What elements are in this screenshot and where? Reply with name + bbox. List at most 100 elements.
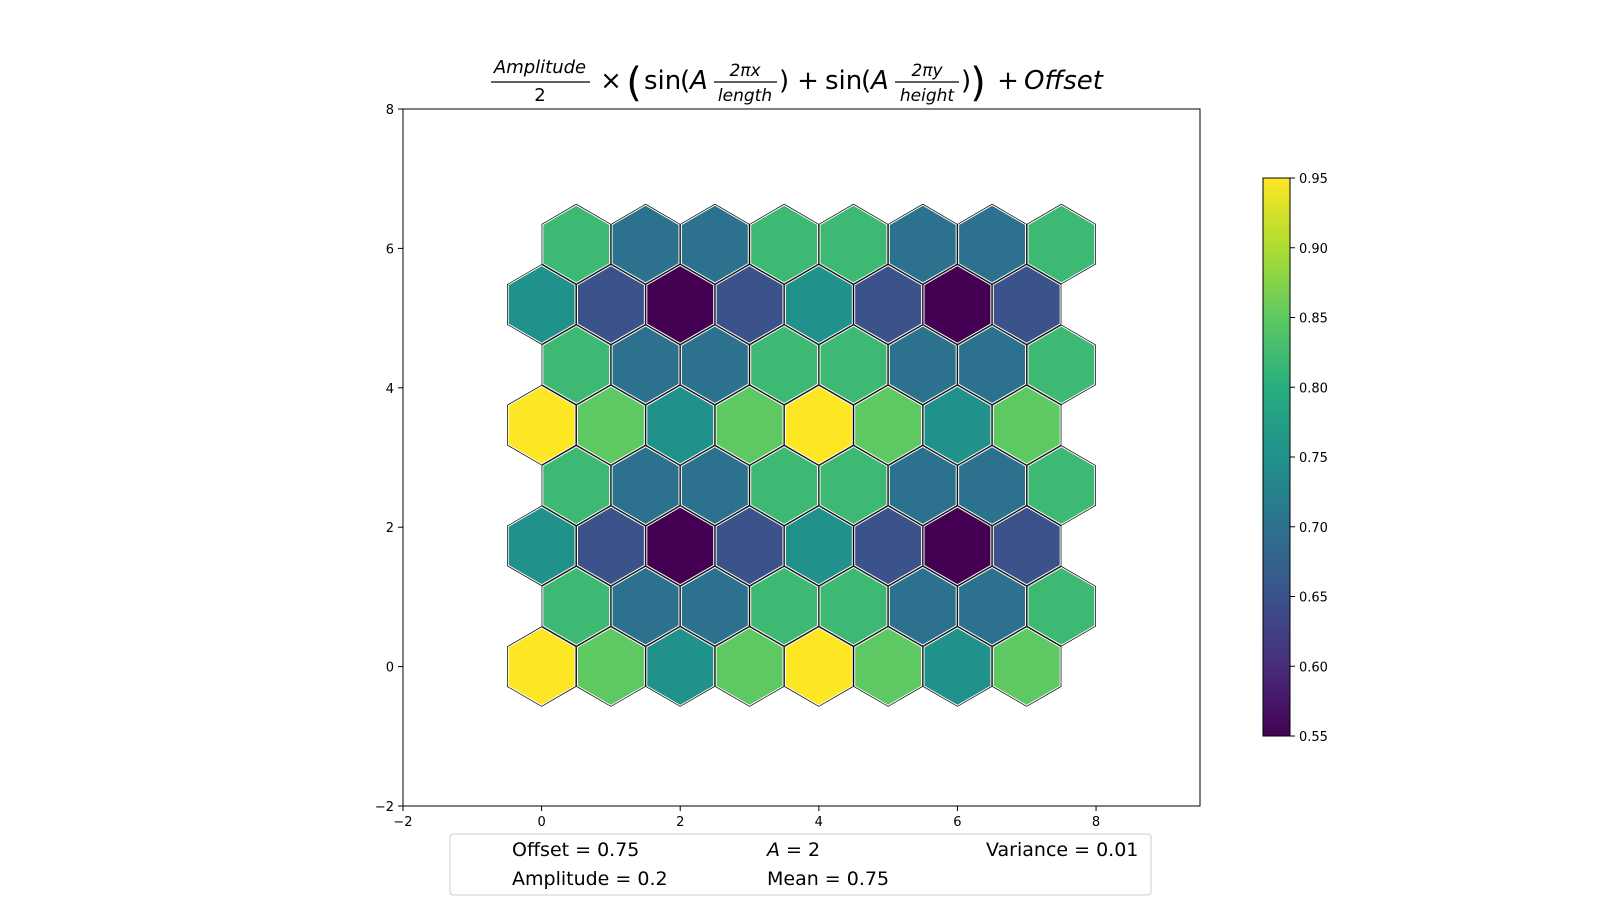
hex-cell <box>819 446 888 525</box>
title-paren-1: ( <box>680 66 690 96</box>
offset-label: Offset = 0.75 <box>512 839 639 861</box>
hex-cell <box>646 385 715 465</box>
hex-cell <box>784 385 853 465</box>
hex-cell <box>611 446 680 525</box>
y-tick-label: 6 <box>386 242 394 257</box>
hex-cell <box>819 566 888 646</box>
colorbar-tick-label: 0.80 <box>1299 381 1328 396</box>
hex-cell <box>507 385 576 465</box>
hex-cell <box>854 385 923 465</box>
title-lparen-outer: ( <box>626 60 642 106</box>
hex-cell <box>784 265 853 344</box>
colorbar-ticks: 0.55 0.60 0.65 0.70 0.75 0.80 0.85 0.90 0.95 <box>1290 172 1328 745</box>
colorbar-tick-label: 0.85 <box>1299 312 1328 327</box>
amplitude-label: Amplitude = 0.2 <box>512 868 668 890</box>
hex-cell <box>680 325 749 405</box>
x-axis-ticks: −2 0 2 4 6 8 <box>393 806 1100 830</box>
colorbar-tick-label: 0.55 <box>1299 730 1328 745</box>
colorbar-tick-label: 0.90 <box>1299 242 1328 257</box>
hex-cell <box>1027 204 1096 284</box>
title-length: length <box>718 86 772 106</box>
hex-cell <box>1027 325 1096 405</box>
hex-cell <box>680 446 749 525</box>
hex-cell <box>577 265 645 344</box>
title-amplitude: Amplitude <box>493 57 586 78</box>
hex-cell <box>750 566 819 646</box>
hex-cell <box>854 265 923 344</box>
y-tick-label: 8 <box>386 103 394 118</box>
x-tick-label: 4 <box>815 815 823 830</box>
title-rparen-outer: ) <box>970 60 986 106</box>
hex-cell <box>992 265 1061 344</box>
hex-cell <box>992 627 1061 706</box>
colorbar <box>1262 177 1291 737</box>
title-2piy: 2πy <box>911 61 943 81</box>
y-axis-ticks: −2 0 2 4 6 8 <box>375 103 403 815</box>
hex-cell <box>923 265 992 344</box>
hex-cell <box>1027 566 1096 646</box>
colorbar-tick-label: 0.65 <box>1299 591 1328 606</box>
title-plus-2: + <box>997 66 1019 96</box>
chart-title: Amplitude 2 × ( sin ( A 2πx length ) + s… <box>491 57 1104 106</box>
hex-cell <box>854 627 923 706</box>
hex-cell <box>958 446 1026 525</box>
hex-cell <box>507 627 576 706</box>
y-tick-label: 0 <box>386 661 394 676</box>
x-tick-label: 0 <box>537 815 545 830</box>
hex-cell <box>992 506 1061 586</box>
title-rparen-2: ) <box>961 66 971 96</box>
plot-frame <box>402 108 1201 807</box>
hex-cell <box>923 506 992 586</box>
info-legend-frame <box>449 833 1152 896</box>
hex-cell <box>577 627 645 706</box>
hex-cell <box>507 506 576 586</box>
hex-cell <box>715 265 784 344</box>
a-value: = 2 <box>780 839 820 861</box>
hex-cell <box>958 204 1026 284</box>
title-height: height <box>900 86 956 106</box>
a-symbol: A <box>765 839 780 861</box>
title-paren-2: ( <box>861 66 871 96</box>
hex-cell <box>611 325 680 405</box>
hex-cell <box>680 566 749 646</box>
hex-cell <box>819 204 888 284</box>
title-sin-2: sin <box>825 66 862 96</box>
y-tick-label: −2 <box>375 800 394 815</box>
hex-cell <box>819 325 888 405</box>
hex-cell <box>611 566 680 646</box>
hex-cell <box>923 385 992 465</box>
title-two: 2 <box>534 85 545 106</box>
hex-cell <box>784 627 853 706</box>
title-a-1: A <box>688 66 708 96</box>
hex-cell <box>715 385 784 465</box>
title-offset: Offset <box>1024 66 1104 96</box>
hex-cell <box>542 204 611 284</box>
hex-cell <box>1027 446 1096 525</box>
hex-cell <box>507 265 576 344</box>
hex-cell <box>542 566 611 646</box>
hex-cell <box>854 506 923 586</box>
hex-cell <box>750 325 819 405</box>
hex-cell <box>888 204 957 284</box>
title-rparen-1: ) <box>779 66 789 96</box>
hex-cell <box>646 265 715 344</box>
hex-cell <box>715 627 784 706</box>
hex-cell <box>750 446 819 525</box>
hex-cell <box>992 385 1061 465</box>
title-sin-1: sin <box>644 66 681 96</box>
hex-cell <box>958 325 1026 405</box>
hex-cell <box>611 204 680 284</box>
hex-cell <box>577 385 645 465</box>
x-tick-label: 8 <box>1092 815 1100 830</box>
x-tick-label: −2 <box>393 815 412 830</box>
hex-cell <box>542 446 611 525</box>
hex-cell <box>750 204 819 284</box>
colorbar-tick-label: 0.60 <box>1299 660 1328 675</box>
y-tick-label: 2 <box>386 521 394 536</box>
title-times: × <box>600 66 622 96</box>
mean-label: Mean = 0.75 <box>767 868 889 890</box>
title-2pix: 2πx <box>729 61 761 81</box>
variance-label: Variance = 0.01 <box>986 839 1138 861</box>
hex-cell <box>715 506 784 586</box>
